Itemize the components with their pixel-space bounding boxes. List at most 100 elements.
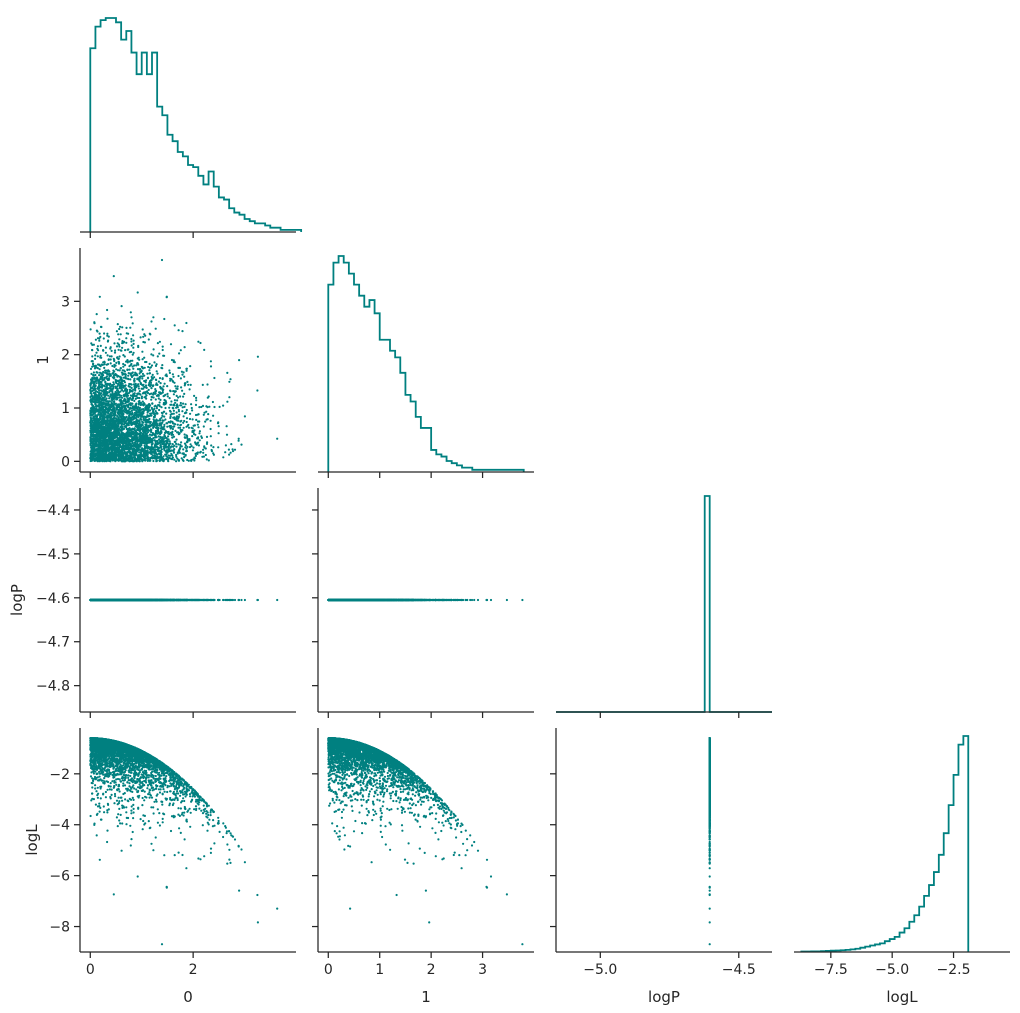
scatter-point xyxy=(183,419,186,423)
scatter-point xyxy=(98,396,101,399)
scatter-point xyxy=(157,438,161,441)
scatter-point xyxy=(120,441,123,444)
scatter-point xyxy=(144,395,147,398)
scatter-point xyxy=(111,399,114,402)
scatter-point xyxy=(156,372,159,375)
scatter-point xyxy=(109,346,112,349)
scatter-point xyxy=(127,397,130,400)
scatter-point xyxy=(138,456,142,460)
scatter-point xyxy=(173,416,176,419)
scatter-point xyxy=(132,346,135,349)
scatter-point xyxy=(95,444,98,447)
scatter-point xyxy=(155,432,158,435)
scatter-point xyxy=(89,427,93,430)
scatter-point xyxy=(103,376,106,379)
scatter-point xyxy=(133,452,136,455)
scatter-point xyxy=(209,435,212,438)
scatter-point xyxy=(91,429,94,432)
scatter-point xyxy=(136,458,139,461)
scatter-point xyxy=(115,458,118,461)
scatter-point xyxy=(111,388,114,391)
scatter-point xyxy=(133,399,136,402)
scatter-point xyxy=(101,399,104,402)
scatter-point xyxy=(99,365,102,368)
scatter-point xyxy=(120,305,123,308)
scatter-point xyxy=(94,442,97,445)
scatter-point xyxy=(183,442,187,445)
scatter-point xyxy=(92,456,95,459)
scatter-point xyxy=(183,392,186,395)
scatter-point xyxy=(151,385,154,388)
scatter-point xyxy=(100,356,103,359)
scatter-point xyxy=(111,405,114,408)
scatter-point xyxy=(150,414,153,417)
scatter-point xyxy=(151,373,154,376)
scatter-point xyxy=(114,444,117,447)
scatter-point xyxy=(131,398,134,401)
scatter-point xyxy=(181,410,184,413)
scatter-point xyxy=(119,398,122,401)
scatter-point xyxy=(186,445,189,448)
scatter-point xyxy=(101,407,104,410)
scatter-point xyxy=(153,444,157,447)
scatter-point xyxy=(118,444,121,447)
scatter-point xyxy=(119,383,122,386)
scatter-point xyxy=(210,448,213,452)
scatter-point xyxy=(99,413,103,416)
scatter-point xyxy=(146,411,149,414)
scatter-point xyxy=(133,420,136,424)
scatter-point xyxy=(174,429,177,432)
scatter-point xyxy=(169,413,172,416)
scatter-point xyxy=(156,442,159,445)
scatter-point xyxy=(188,388,191,391)
scatter-point xyxy=(180,370,183,373)
scatter-point xyxy=(99,401,102,404)
scatter-point xyxy=(119,367,122,370)
scatter-point xyxy=(161,364,164,367)
scatter-point xyxy=(182,415,185,418)
scatter-point xyxy=(160,456,163,459)
scatter-point xyxy=(117,391,120,394)
scatter-point xyxy=(160,422,163,425)
scatter-point xyxy=(97,453,100,456)
scatter-point xyxy=(192,432,196,436)
scatter-point xyxy=(201,404,205,407)
scatter-point xyxy=(127,332,130,335)
scatter-point xyxy=(196,413,199,416)
scatter-point xyxy=(175,411,178,414)
scatter-point xyxy=(195,442,198,445)
scatter-point xyxy=(101,410,104,413)
scatter-point xyxy=(209,365,213,368)
scatter-point xyxy=(145,360,148,364)
scatter-point xyxy=(132,436,135,440)
scatter-point xyxy=(110,349,113,352)
scatter-point xyxy=(172,390,175,393)
scatter-point xyxy=(149,425,152,428)
scatter-point xyxy=(91,365,94,368)
scatter-point xyxy=(160,426,163,429)
scatter-point xyxy=(150,406,153,409)
scatter-point xyxy=(172,451,176,454)
scatter-point xyxy=(106,354,109,357)
scatter-point xyxy=(150,379,153,382)
scatter-point xyxy=(131,359,134,362)
scatter-point xyxy=(120,459,123,462)
scatter-point xyxy=(94,338,97,341)
scatter-point xyxy=(138,399,141,403)
scatter-point xyxy=(99,406,102,409)
scatter-point xyxy=(121,369,124,372)
scatter-point xyxy=(152,316,155,319)
scatter-point xyxy=(189,443,192,446)
scatter-point xyxy=(193,394,196,397)
scatter-point xyxy=(131,402,134,405)
scatter-point xyxy=(121,452,124,455)
scatter-point xyxy=(139,432,142,435)
scatter-point xyxy=(104,453,108,456)
scatter-point xyxy=(97,441,101,444)
scatter-point xyxy=(117,333,120,336)
scatter-point xyxy=(146,390,149,393)
scatter-point xyxy=(144,447,147,450)
scatter-point xyxy=(98,439,102,442)
scatter-point xyxy=(194,454,197,457)
scatter-point xyxy=(119,387,122,390)
